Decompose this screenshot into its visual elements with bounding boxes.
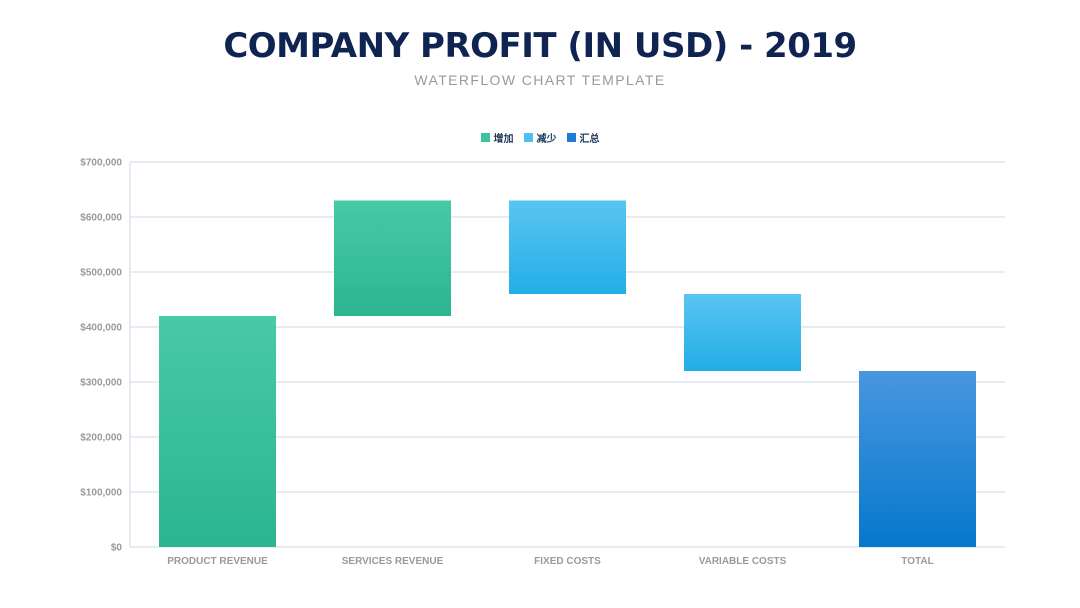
y-tick-label: $700,000 [80,158,122,169]
bar-fixed-costs[interactable] [509,200,626,295]
y-axis-ticks: $0 $100,000 $200,000 $300,000 $400,000 $500,0… [80,158,122,554]
legend-swatch-increase [480,133,490,142]
bar-variable-costs[interactable] [684,294,801,371]
y-tick-label: $300,000 [80,378,122,389]
x-tick-label: VARIABLE COSTS [699,556,787,567]
legend-item-decrease[interactable]: 减少 [523,130,557,145]
x-tick-label: PRODUCT REVENUE [167,556,268,567]
bar-product-revenue[interactable] [159,316,276,547]
y-tick-label: $400,000 [80,323,122,334]
y-tick-label: $500,000 [80,268,122,279]
bar-services-revenue[interactable] [334,200,451,317]
chart-subtitle: WATERFLOW CHART TEMPLATE [414,72,666,88]
legend-swatch-decrease [523,133,533,142]
x-axis-ticks: PRODUCT REVENUE SERVICES REVENUE FIXED COS… [167,556,933,567]
x-tick-label: TOTAL [901,556,933,567]
x-tick-label: SERVICES REVENUE [342,556,444,567]
legend-label-increase: 增加 [493,134,514,145]
y-tick-label: $100,000 [80,488,122,499]
chart-title: COMPANY PROFIT (IN USD) - 2019 [223,26,857,66]
legend-label-decrease: 减少 [536,134,557,145]
chart-legend: 增加 减少 汇总 [0,130,1080,145]
y-tick-label: $200,000 [80,433,122,444]
legend-item-total[interactable]: 汇总 [566,130,600,145]
bar-total[interactable] [859,371,976,547]
legend-item-increase[interactable]: 增加 [480,130,514,145]
legend-swatch-total [566,133,576,142]
bars [159,200,976,547]
y-tick-label: $0 [111,543,123,554]
y-tick-label: $600,000 [80,213,122,224]
x-tick-label: FIXED COSTS [534,556,601,567]
legend-label-total: 汇总 [579,134,600,145]
